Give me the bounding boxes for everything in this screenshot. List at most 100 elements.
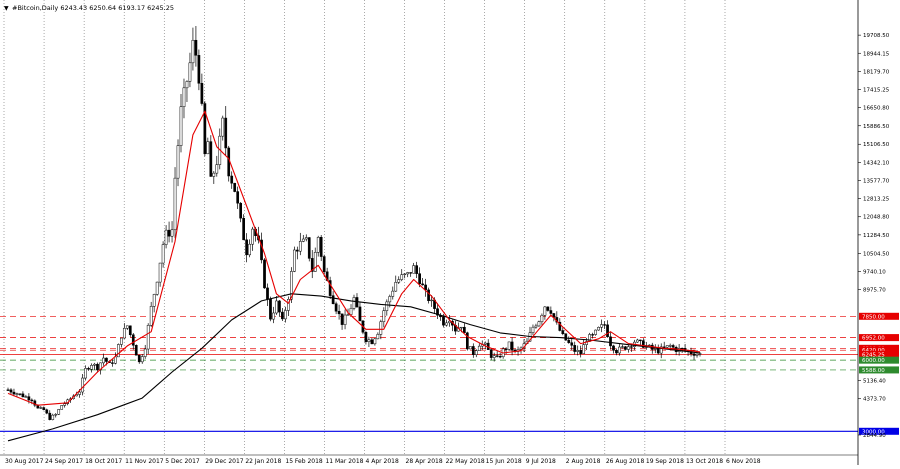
candle-body [430,299,433,302]
candle-body [221,117,225,137]
candle-body [352,297,356,309]
x-tick-label: 28 Apr 2018 [406,458,443,465]
candle-body [597,327,600,331]
candle-body [203,103,207,155]
candle-body [292,249,296,272]
candle-body [564,333,568,341]
candle-body [304,237,308,240]
candle-body [692,353,696,356]
candle-body [173,177,177,231]
candle-body [561,330,565,334]
candle-body [636,339,639,343]
candle-body [421,283,424,286]
candle-body [197,55,201,84]
level-price-label: 5588.00 [862,368,885,374]
candle-body [18,393,22,395]
x-tick-label: 19 Sep 2018 [646,458,684,465]
candle-body [498,356,502,358]
x-tick-label: 22 Jan 2018 [245,458,281,465]
candle-body [668,345,672,347]
candle-body [182,87,186,107]
candle-body [340,313,344,325]
candle-body [45,409,49,414]
candle-body [630,346,633,348]
candle-body [122,328,126,339]
candle-body [558,321,562,331]
candle-body [412,265,416,274]
candle-body [313,252,317,272]
candle-body [164,229,168,245]
candle-body [206,141,210,155]
candle-body [290,271,293,300]
candle-body [194,39,198,56]
candle-body [149,306,153,326]
candle-body [573,345,577,352]
candle-body [367,339,371,342]
candle-body [621,346,624,348]
candle-body [653,348,657,350]
candle-body [612,345,615,351]
candle-body [230,175,234,184]
x-tick-label: 2 Aug 2018 [566,458,601,465]
candle-body [698,353,702,355]
candle-body [251,228,254,245]
candle-body [21,393,25,398]
candle-body [489,349,493,358]
candle-body [543,306,547,316]
candle-body [90,365,93,370]
candle-body [39,407,43,409]
level-price-tag [859,312,899,320]
candle-body [212,172,216,177]
candle-body [161,244,165,264]
x-tick-label: 11 Mar 2018 [325,458,363,465]
candle-body [671,345,675,348]
candle-body [245,239,248,256]
candle-body [167,229,171,237]
candle-body [582,344,586,354]
ma-fast-line [7,110,701,406]
candle-body [680,347,684,350]
y-tick-label: 14342.10 [863,160,890,166]
candle-body [471,346,475,355]
candle-body [131,334,135,346]
candle-body [534,325,538,328]
candle-body [78,391,81,395]
candle-body [695,353,699,356]
candle-body [114,356,117,364]
candle-body [606,324,609,338]
candle-body [322,256,326,273]
candle-body [84,368,87,379]
candle-body [665,345,669,348]
level-price-label: 6000.00 [862,358,885,364]
level-price-tag [859,350,899,358]
candle-body [406,272,410,275]
y-tick-label: 8975.70 [863,288,886,294]
candle-body [400,274,404,280]
candle-body [474,350,478,355]
symbol-info: #Bitcoin,Daily 6243.43 6250.64 6193.17 6… [12,4,174,12]
candle-body [358,306,362,322]
candle-body [81,377,84,393]
candle-body [111,362,114,364]
x-tick-label: 5 Dec 2017 [165,458,200,465]
candle-body [397,279,401,283]
y-tick-label: 11284.50 [863,233,890,239]
y-tick-label: 18179.70 [863,69,890,75]
candle-body [415,265,418,274]
candle-body [117,344,120,358]
candle-body [209,141,213,177]
y-tick-label: 4373.70 [863,397,886,403]
candle-body [146,325,150,350]
x-tick-label: 9 Jul 2018 [526,458,556,465]
candle-body [391,290,395,297]
candle-body [275,300,278,314]
candle-body [152,294,156,307]
candle-body [540,315,544,322]
y-tick-label: 19708.50 [863,33,890,39]
candle-body [349,308,353,315]
candle-body [579,350,583,354]
y-tick-label: 15886.50 [863,124,890,130]
